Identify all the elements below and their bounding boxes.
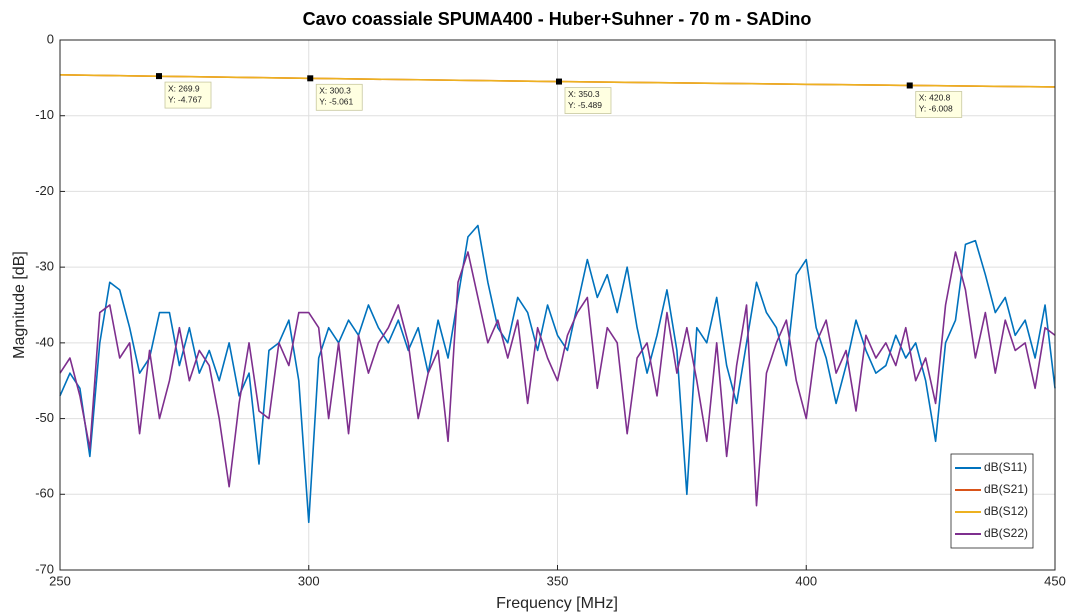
datatip-box — [564, 87, 612, 114]
y-tick-label: -50 — [35, 410, 54, 425]
y-tick-label: -40 — [35, 334, 54, 349]
chart-title: Cavo coassiale SPUMA400 - Huber+Suhner -… — [303, 9, 812, 29]
legend-box — [950, 453, 1034, 549]
datatip-box — [315, 83, 363, 111]
x-tick-label: 450 — [1044, 573, 1066, 588]
x-tick-label: 300 — [298, 573, 320, 588]
datatip-box — [915, 91, 963, 118]
datatip-box — [164, 81, 212, 109]
datatip-marker — [156, 73, 163, 80]
x-tick-label: 400 — [795, 573, 817, 588]
datatip-text: X: 350.3 — [568, 89, 600, 99]
datatip-marker — [307, 75, 314, 82]
legend-label: dB(S12) — [984, 504, 1028, 518]
x-tick-label: 350 — [547, 573, 569, 588]
y-axis-label: Magnitude [dB] — [11, 251, 28, 359]
series-line — [59, 224, 1056, 524]
datatip-text: X: 269.9 — [168, 83, 200, 93]
x-axis-label: Frequency [MHz] — [496, 595, 618, 612]
y-tick-label: -70 — [35, 561, 54, 576]
y-tick-label: -10 — [35, 107, 54, 122]
datatip-text: Y: -5.489 — [568, 100, 602, 110]
datatip-text: Y: -4.767 — [168, 94, 202, 104]
legend-label: dB(S11) — [984, 460, 1027, 474]
datatip-text: Y: -6.008 — [919, 104, 953, 114]
datatip-marker — [555, 78, 562, 85]
datatip-text: Y: -5.061 — [319, 97, 353, 107]
y-tick-label: -20 — [35, 183, 54, 198]
y-tick-label: 0 — [47, 31, 54, 46]
datatip-marker — [906, 82, 913, 89]
legend-label: dB(S21) — [984, 482, 1028, 496]
series-line — [59, 251, 1056, 507]
legend-label: dB(S22) — [984, 526, 1028, 540]
y-tick-label: -30 — [35, 259, 54, 274]
datatip-text: X: 300.3 — [319, 86, 351, 96]
y-tick-label: -60 — [35, 486, 54, 501]
x-tick-label: 250 — [49, 573, 71, 588]
datatip-text: X: 420.8 — [919, 93, 951, 103]
plot-frame — [59, 39, 1056, 571]
